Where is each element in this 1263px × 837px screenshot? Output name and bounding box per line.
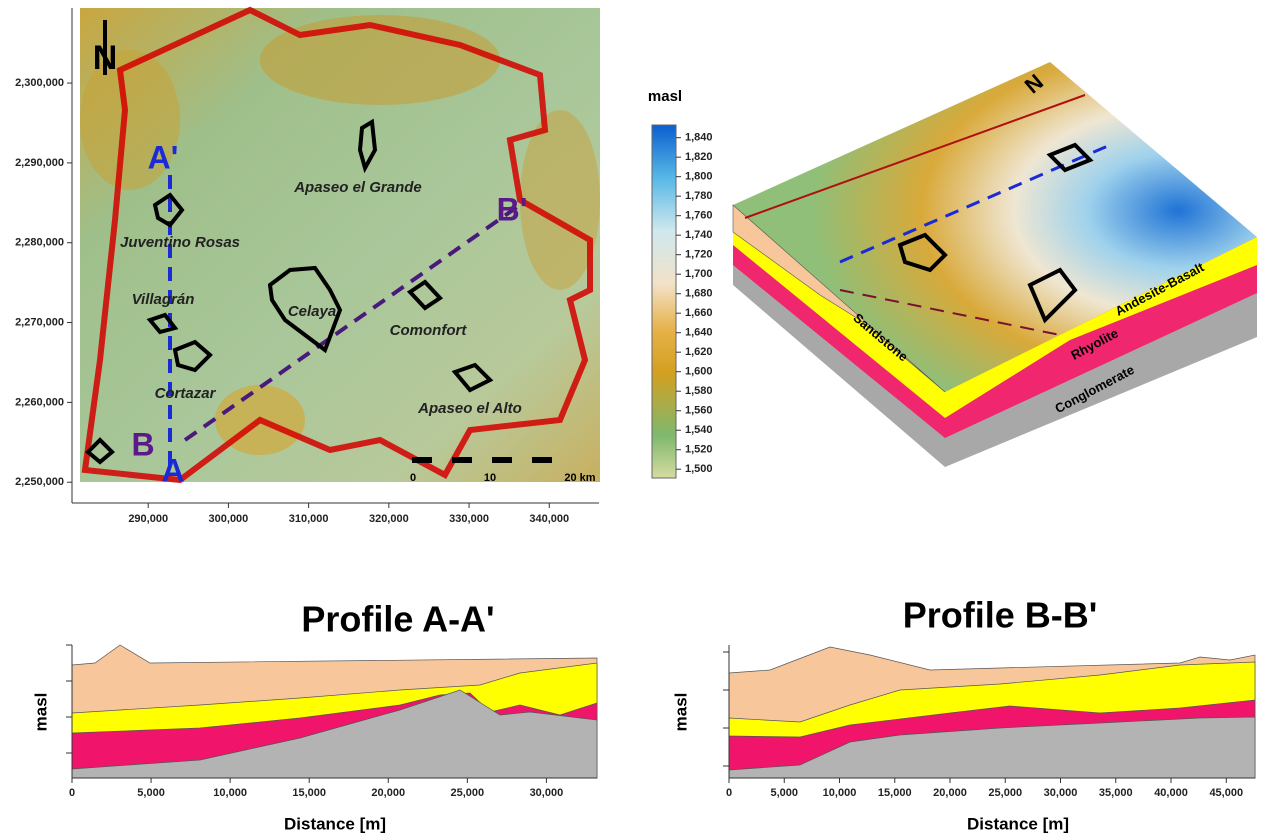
colorbar-tick-label: 1,780 bbox=[685, 190, 713, 202]
place-label: Comonfort bbox=[390, 322, 468, 339]
colorbar-tick-label: 1,740 bbox=[685, 229, 713, 241]
colorbar-tick-label: 1,840 bbox=[685, 132, 713, 144]
x-tick-label: 310,000 bbox=[289, 513, 329, 525]
x-tick-label: 10,000 bbox=[823, 787, 857, 799]
place-label: Apaseo el Grande bbox=[293, 179, 422, 196]
colorbar-tick-label: 1,620 bbox=[685, 346, 713, 358]
figure: N Apaseo el Grande Juventino Rosas Villa… bbox=[0, 0, 1263, 837]
x-axis-title: Distance [m] bbox=[284, 814, 386, 833]
place-label: Villagrán bbox=[132, 291, 195, 308]
colorbar-tick-label: 1,520 bbox=[685, 444, 713, 456]
y-tick-label: 2,280,000 bbox=[15, 237, 64, 249]
x-tick-label: 320,000 bbox=[369, 513, 409, 525]
x-tick-label: 15,000 bbox=[292, 787, 326, 799]
place-label: Juventino Rosas bbox=[120, 234, 240, 251]
x-tick-label: 5,000 bbox=[770, 787, 798, 799]
x-tick-label: 0 bbox=[69, 787, 75, 799]
map: N Apaseo el Grande Juventino Rosas Villa… bbox=[72, 8, 600, 503]
profile-b bbox=[723, 645, 1255, 778]
colorbar-tick-label: 1,540 bbox=[685, 424, 713, 436]
x-tick-label: 45,000 bbox=[1209, 787, 1243, 799]
x-tick-label: 340,000 bbox=[529, 513, 569, 525]
colorbar-tick-label: 1,820 bbox=[685, 151, 713, 163]
x-tick-label: 25,000 bbox=[988, 787, 1022, 799]
scale-label: 10 bbox=[484, 472, 496, 484]
profile-point: B' bbox=[497, 191, 528, 227]
colorbar-tick-label: 1,680 bbox=[685, 288, 713, 300]
y-tick-label: 2,260,000 bbox=[15, 396, 64, 408]
block-diagram: N Sandstone Andesite-Basalt Rhyolite Con… bbox=[648, 62, 1257, 478]
profile-a bbox=[66, 645, 597, 778]
profile-point: A bbox=[161, 452, 184, 488]
profile-point: A' bbox=[148, 139, 179, 175]
x-tick-label: 25,000 bbox=[451, 787, 485, 799]
colorbar-tick-label: 1,660 bbox=[685, 307, 713, 319]
colorbar-tick-label: 1,720 bbox=[685, 249, 713, 261]
colorbar-tick-label: 1,800 bbox=[685, 171, 713, 183]
x-tick-label: 15,000 bbox=[878, 787, 912, 799]
scale-label: 0 bbox=[410, 472, 416, 484]
x-tick-label: 0 bbox=[726, 787, 732, 799]
colorbar-tick-label: 1,760 bbox=[685, 210, 713, 222]
north-label: N bbox=[93, 39, 118, 77]
colorbar-tick-label: 1,700 bbox=[685, 268, 713, 280]
x-tick-label: 35,000 bbox=[1099, 787, 1133, 799]
x-axis-title: Distance [m] bbox=[967, 814, 1069, 833]
colorbar-title: masl bbox=[648, 88, 682, 105]
colorbar-tick-label: 1,500 bbox=[685, 463, 713, 475]
colorbar bbox=[652, 125, 676, 478]
colorbar-tick-label: 1,560 bbox=[685, 405, 713, 417]
y-axis-title: masl bbox=[31, 693, 50, 732]
x-tick-label: 10,000 bbox=[213, 787, 247, 799]
y-tick-label: 2,300,000 bbox=[15, 77, 64, 89]
colorbar-tick-label: 1,600 bbox=[685, 366, 713, 378]
profile-title: Profile A-A' bbox=[301, 599, 494, 640]
y-tick-label: 2,290,000 bbox=[15, 157, 64, 169]
place-label: Apaseo el Alto bbox=[417, 400, 522, 417]
x-tick-label: 30,000 bbox=[1044, 787, 1078, 799]
x-tick-label: 5,000 bbox=[137, 787, 165, 799]
x-tick-label: 20,000 bbox=[933, 787, 967, 799]
scale-label: 20 km bbox=[564, 472, 595, 484]
place-label: Cortazar bbox=[155, 385, 217, 402]
place-label: Celaya bbox=[288, 303, 336, 320]
y-tick-label: 2,250,000 bbox=[15, 476, 64, 488]
profile-title: Profile B-B' bbox=[903, 595, 1098, 636]
x-tick-label: 290,000 bbox=[128, 513, 168, 525]
y-tick bbox=[723, 652, 729, 766]
x-tick-label: 300,000 bbox=[209, 513, 249, 525]
colorbar-tick-label: 1,640 bbox=[685, 327, 713, 339]
x-tick-label: 330,000 bbox=[449, 513, 489, 525]
x-tick-label: 40,000 bbox=[1154, 787, 1188, 799]
y-tick bbox=[66, 645, 72, 753]
profile-point: B bbox=[131, 426, 154, 462]
y-tick-label: 2,270,000 bbox=[15, 316, 64, 328]
x-tick-label: 20,000 bbox=[371, 787, 405, 799]
y-axis-title: masl bbox=[671, 693, 690, 732]
x-tick-label: 30,000 bbox=[530, 787, 564, 799]
colorbar-tick-label: 1,580 bbox=[685, 385, 713, 397]
